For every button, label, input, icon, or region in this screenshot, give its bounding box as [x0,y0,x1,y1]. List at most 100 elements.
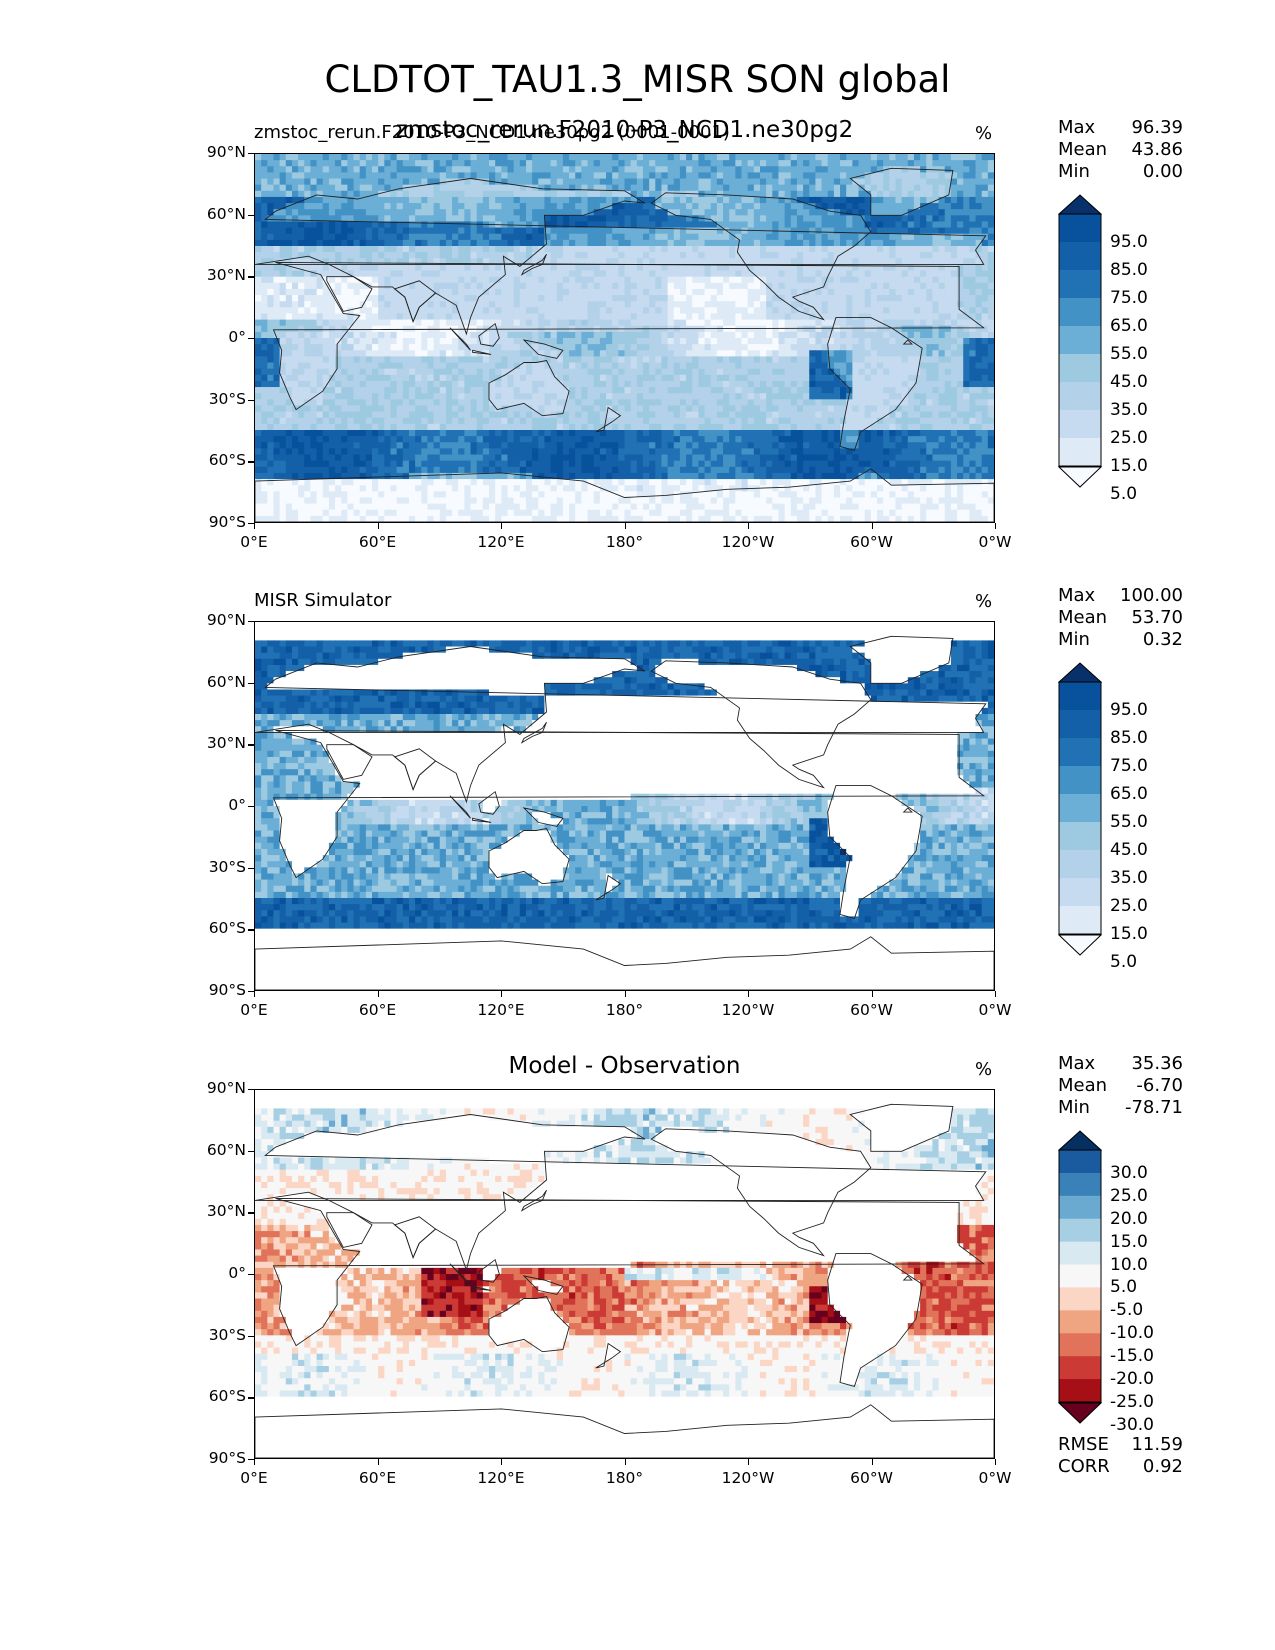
coastline-0 [272,1197,986,1347]
stat-value: 35.36 [1131,1053,1183,1075]
colorbar-segment [1059,410,1101,439]
coastline-10 [522,339,564,359]
stat-label: Min [1058,161,1090,183]
x-tick-label: 0°E [240,1001,267,1019]
colorbar-segment [1059,850,1101,879]
colorbar-extend-min [1057,934,1103,956]
stat-value: -6.70 [1136,1075,1183,1097]
x-tick-label: 120°W [722,533,775,551]
stat-value: 43.86 [1131,139,1183,161]
stat-row-mean: Mean 53.70 [1058,607,1183,629]
colorbar-tick-label: 15.0 [1110,924,1148,944]
y-tick-mark [248,1459,254,1461]
colorbar-tick-label: 95.0 [1110,232,1148,252]
y-tick-label: 90°N [176,611,246,629]
colorbar-extend-max [1057,662,1103,683]
colorbar-segment [1059,1379,1101,1403]
colorbar [1057,662,1103,960]
panel-center-title: Model - Observation [508,1053,740,1079]
x-tick-label: 60°E [359,533,396,551]
colorbar-tick-label: 45.0 [1110,840,1148,860]
stat-value: 0.32 [1143,629,1183,651]
x-tick-mark [995,1459,997,1465]
y-tick-label: 30°S [176,1326,246,1344]
x-tick-label: 180° [606,1469,643,1487]
stat-row-max: Max 35.36 [1058,1053,1183,1075]
y-tick-mark [248,806,254,808]
colorbar-segment [1059,1264,1101,1288]
colorbar-segment [1059,906,1101,935]
x-tick-mark [501,991,503,997]
colorbar-tick-label: 15.0 [1110,456,1148,476]
x-tick-label: 60°E [359,1001,396,1019]
y-tick-label: 90°N [176,1079,246,1097]
stat-label: CORR [1058,1456,1110,1478]
x-tick-label: 60°W [850,1001,893,1019]
coastlines [255,1103,994,1458]
y-tick-label: 90°N [176,143,246,161]
x-tick-label: 120°E [477,1001,524,1019]
colorbar-tick-label: -30.0 [1110,1415,1154,1435]
coastline-14 [595,406,622,433]
stat-value: 96.39 [1131,117,1183,139]
y-tick-label: 0° [176,796,246,814]
x-tick-label: 0°W [979,533,1012,551]
colorbar-tick-label: 5.0 [1110,484,1137,504]
colorbar-segment [1059,438,1101,467]
y-tick-mark [248,153,254,155]
x-tick-label: 0°E [240,533,267,551]
colorbar-segment [1059,1172,1101,1197]
x-tick-label: 120°E [477,533,524,551]
colorbar-tick-label: -20.0 [1110,1369,1154,1389]
x-tick-label: 120°E [477,1469,524,1487]
x-tick-mark [748,1459,750,1465]
y-tick-label: 90°S [176,1449,246,1467]
coastline-11 [449,795,471,819]
extra-stats-block: RMSE 11.59 CORR 0.92 [1058,1434,1183,1478]
colorbar-tick-label: 95.0 [1110,700,1148,720]
stat-value: 53.70 [1131,607,1183,629]
stat-value: 0.00 [1143,161,1183,183]
colorbar-tick-label: 25.0 [1110,1186,1148,1206]
x-tick-label: 120°W [722,1001,775,1019]
figure-title: CLDTOT_TAU1.3_MISR SON global [0,58,1275,101]
x-tick-mark [871,1459,873,1465]
colorbar-segment [1059,242,1101,271]
stat-label: Max [1058,117,1095,139]
colorbar-tick-label: 5.0 [1110,1277,1137,1297]
x-tick-mark [377,1459,379,1465]
y-tick-mark [248,338,254,340]
colorbar-segment [1059,1333,1101,1357]
colorbar-tick-label: 55.0 [1110,812,1148,832]
colorbar-tick-label: 85.0 [1110,260,1148,280]
coastline-3 [393,280,437,323]
stat-label: Mean [1058,139,1107,161]
coastline-15 [902,339,913,345]
colorbar-segment [1059,382,1101,411]
map-plot [254,1089,995,1459]
coastlines [255,635,994,990]
y-tick-label: 0° [176,328,246,346]
coastline-9 [478,790,500,815]
coastline-4 [488,827,570,885]
colorbar-tick-label: 15.0 [1110,1232,1148,1252]
y-tick-mark [248,1089,254,1091]
x-tick-label: 180° [606,533,643,551]
coastline-6 [827,1253,923,1387]
stat-row-max: Max 96.39 [1058,117,1183,139]
y-tick-mark [248,867,254,869]
x-tick-label: 60°W [850,1469,893,1487]
y-tick-label: 60°N [176,205,246,223]
y-tick-label: 30°N [176,266,246,284]
y-tick-mark [248,399,254,401]
colorbar-svg [1057,1130,1103,1424]
y-tick-mark [248,214,254,216]
y-tick-label: 30°N [176,1202,246,1220]
colorbar-segment [1059,710,1101,739]
colorbar-tick-label: 55.0 [1110,344,1148,364]
x-tick-mark [501,523,503,529]
map-svg [255,1090,994,1458]
coastline-0 [272,729,986,879]
coastline-3 [393,1216,437,1259]
coastlines [255,167,994,522]
